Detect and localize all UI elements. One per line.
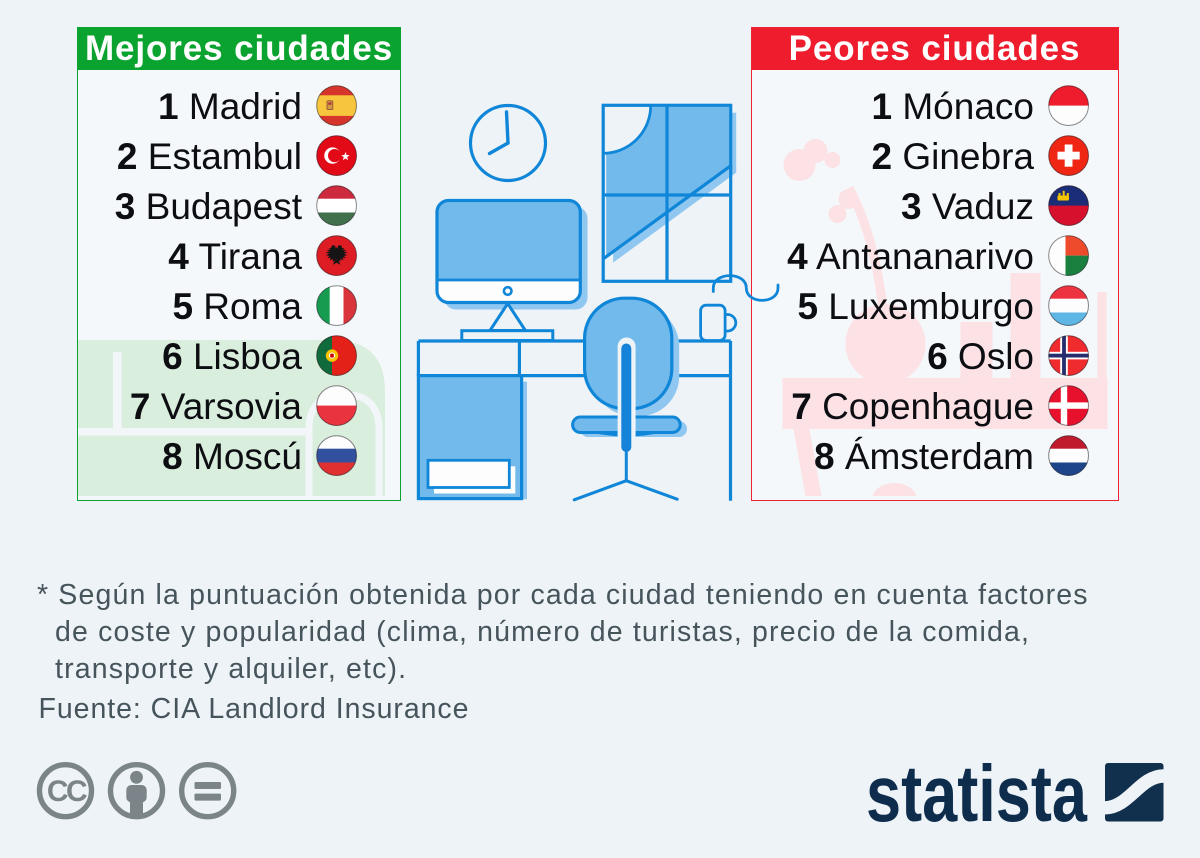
svg-text:statista: statista — [866, 749, 1087, 833]
svg-text:CC: CC — [47, 775, 87, 808]
